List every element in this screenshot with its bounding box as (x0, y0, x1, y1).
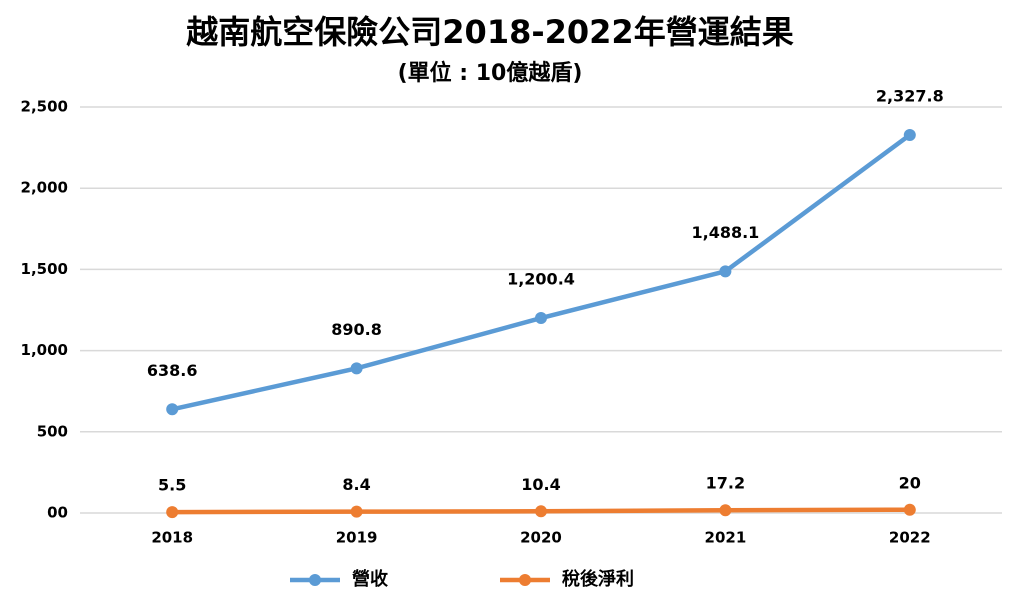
chart-title: 越南航空保險公司2018-2022年營運結果 (186, 13, 793, 51)
y-tick-label: 2,500 (21, 98, 68, 116)
data-label: 638.6 (147, 361, 198, 380)
y-tick-label: 1,500 (21, 260, 68, 278)
data-label: 8.4 (342, 475, 370, 494)
x-tick-label: 2018 (151, 529, 193, 547)
y-tick-label: 2,000 (21, 179, 68, 197)
data-label: 1,488.1 (691, 223, 759, 242)
legend-marker (309, 574, 321, 586)
x-tick-label: 2020 (520, 529, 562, 547)
data-label: 1,200.4 (507, 270, 575, 289)
data-point (350, 505, 363, 518)
chart-subtitle: (單位 : 10億越盾) (398, 60, 583, 86)
y-tick-label: 1,000 (21, 341, 68, 359)
data-point (903, 128, 916, 141)
y-tick-label: 00 (47, 504, 68, 522)
y-tick-label: 500 (37, 422, 68, 440)
legend-label: 營收 (352, 568, 388, 590)
data-point (535, 505, 547, 518)
data-point (350, 362, 363, 375)
data-point (903, 503, 916, 516)
data-point (166, 506, 179, 519)
x-tick-label: 2021 (705, 529, 747, 547)
data-label: 2,327.8 (876, 86, 944, 105)
legend-marker (519, 574, 531, 586)
data-point (166, 403, 179, 416)
x-tick-label: 2022 (889, 529, 931, 547)
data-label: 20 (899, 473, 921, 492)
data-label: 5.5 (158, 476, 186, 495)
data-point (719, 265, 732, 278)
x-tick-label: 2019 (336, 529, 378, 547)
legend-label: 稅後淨利 (562, 568, 634, 590)
data-label: 17.2 (706, 474, 745, 493)
data-label: 890.8 (331, 320, 382, 339)
data-point (535, 312, 547, 325)
data-label: 10.4 (521, 475, 560, 494)
data-point (719, 504, 732, 517)
